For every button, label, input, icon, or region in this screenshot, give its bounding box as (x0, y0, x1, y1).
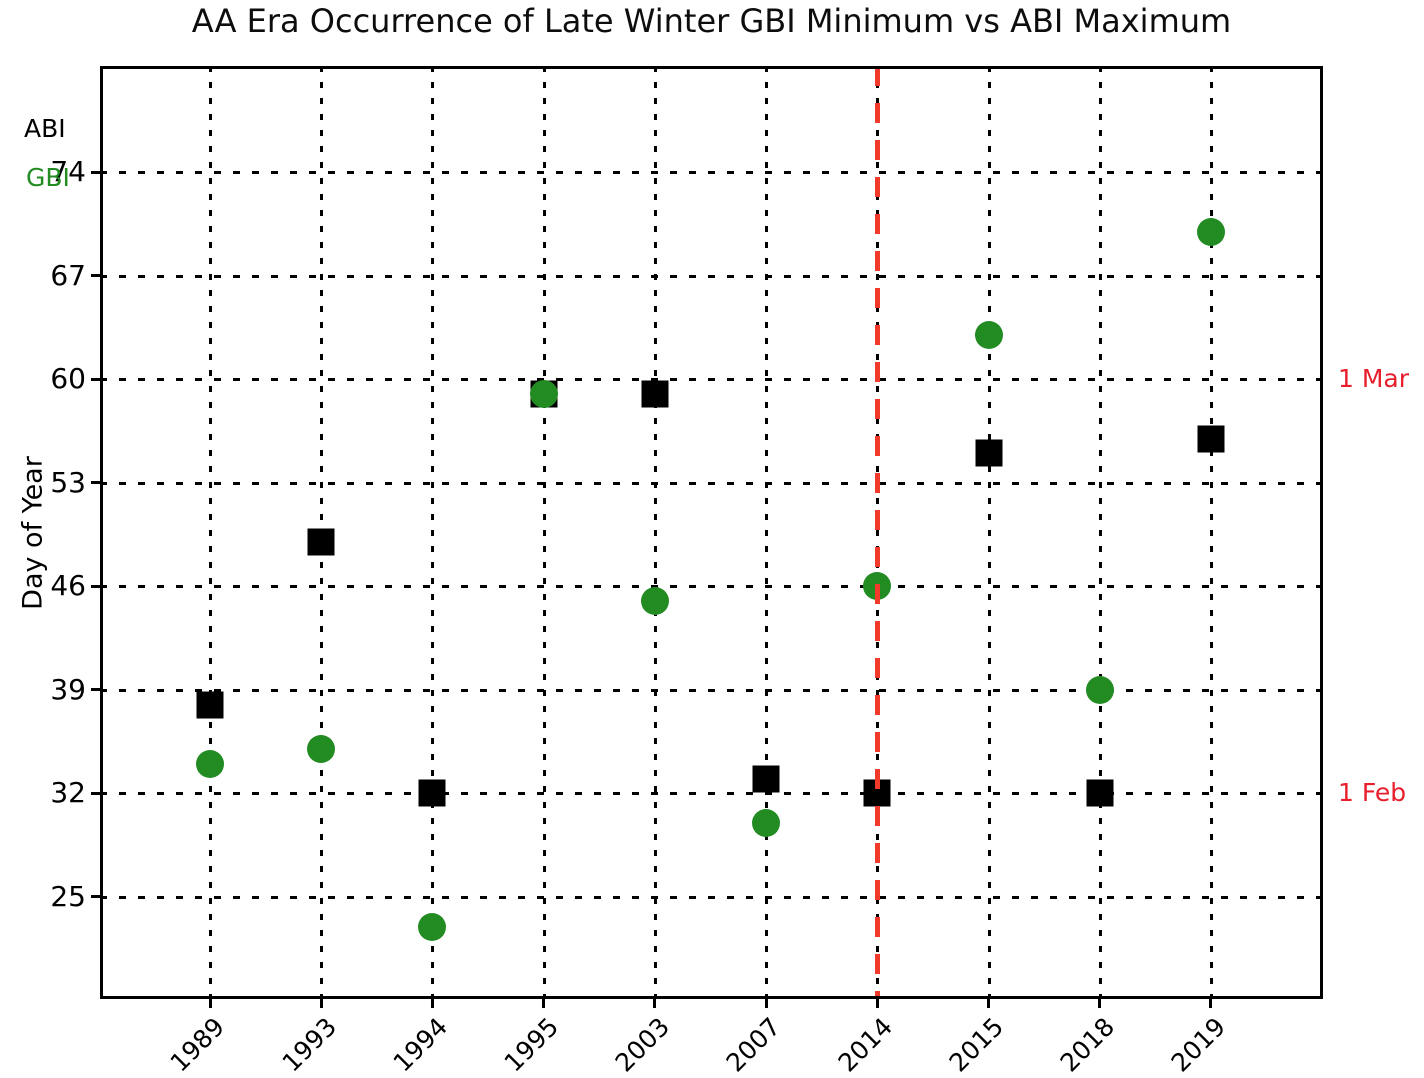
abi-marker-2019 (1197, 425, 1225, 453)
y-tick-mark (91, 377, 100, 381)
x-tick-mark (875, 999, 879, 1008)
x-tick-label: 2003 (609, 1012, 676, 1078)
x-tick-mark (430, 999, 434, 1008)
right-axis-label-1-mar: 1 Mar (1338, 364, 1410, 394)
gridline-horizontal (100, 378, 1323, 382)
right-axis-label-1-feb: 1 Feb (1338, 778, 1407, 808)
gridline-horizontal (100, 481, 1323, 485)
y-tick-label: 39 (50, 672, 86, 706)
x-tick-label: 1989 (165, 1012, 231, 1078)
x-tick-mark (1098, 999, 1102, 1008)
x-tick-mark (319, 999, 323, 1008)
x-tick-label: 2007 (721, 1012, 787, 1078)
y-tick-label: 67 (50, 258, 86, 292)
abi-marker-2018 (1086, 779, 1114, 807)
gridline-vertical (431, 66, 435, 999)
y-tick-label: 46 (50, 569, 86, 603)
x-tick-label: 2014 (832, 1012, 898, 1078)
gridline-horizontal (100, 171, 1323, 175)
x-tick-label: 1995 (498, 1012, 565, 1078)
x-tick-mark (1209, 999, 1213, 1008)
abi-marker-2003 (641, 380, 669, 408)
gbi-marker-1994 (418, 912, 447, 941)
abi-marker-1994 (418, 779, 446, 807)
x-tick-label: 2019 (1165, 1012, 1232, 1078)
gridline-vertical (1098, 66, 1102, 999)
abi-marker-2015 (975, 439, 1003, 467)
gridline-vertical (765, 66, 769, 999)
gridline-vertical (542, 66, 546, 999)
gbi-marker-2018 (1085, 675, 1114, 704)
x-tick-mark (653, 999, 657, 1008)
x-tick-mark (208, 999, 212, 1008)
gbi-marker-1993 (307, 735, 336, 764)
gbi-marker-2007 (752, 809, 781, 838)
gridline-vertical (987, 66, 991, 999)
x-tick-label: 1993 (276, 1012, 342, 1078)
y-tick-label: 74 (50, 155, 86, 189)
gridline-vertical (209, 66, 212, 999)
x-tick-mark (764, 999, 768, 1008)
gbi-marker-1995 (529, 380, 558, 409)
y-tick-label: 25 (50, 879, 86, 913)
y-tick-mark (91, 274, 100, 278)
abi-marker-2007 (752, 765, 780, 793)
chart-title: AA Era Occurrence of Late Winter GBI Min… (191, 2, 1232, 40)
x-tick-mark (987, 999, 991, 1008)
y-tick-mark (91, 170, 100, 174)
y-tick-label: 53 (50, 465, 86, 499)
legend-abi-label: ABI (24, 114, 66, 143)
gridline-horizontal (100, 792, 1323, 796)
abi-marker-1993 (307, 528, 335, 556)
gridline-horizontal (100, 274, 1323, 278)
x-tick-label: 2018 (1054, 1012, 1121, 1078)
gridline-vertical (1209, 66, 1213, 999)
y-tick-label: 32 (50, 776, 86, 810)
gridline-horizontal (100, 895, 1323, 899)
y-tick-mark (91, 688, 100, 692)
y-tick-mark (91, 481, 100, 485)
y-tick-mark (91, 584, 100, 588)
gbi-marker-1989 (196, 749, 224, 778)
legend-gbi-label: GBI (26, 163, 70, 192)
y-tick-mark (91, 791, 100, 795)
reference-line-2014 (874, 66, 880, 999)
x-tick-label: 2015 (943, 1012, 1010, 1078)
x-tick-mark (542, 999, 546, 1008)
gridline-horizontal (100, 688, 1323, 692)
gridline-horizontal (100, 585, 1323, 589)
abi-marker-1989 (196, 691, 224, 719)
x-tick-label: 1994 (387, 1012, 453, 1078)
gridline-vertical (653, 66, 657, 999)
y-tick-mark (91, 895, 100, 899)
gbi-marker-2015 (974, 321, 1003, 350)
plot-area (100, 66, 1323, 999)
y-tick-label: 60 (50, 362, 86, 396)
gbi-marker-2003 (640, 587, 669, 616)
gbi-marker-2019 (1196, 217, 1225, 246)
